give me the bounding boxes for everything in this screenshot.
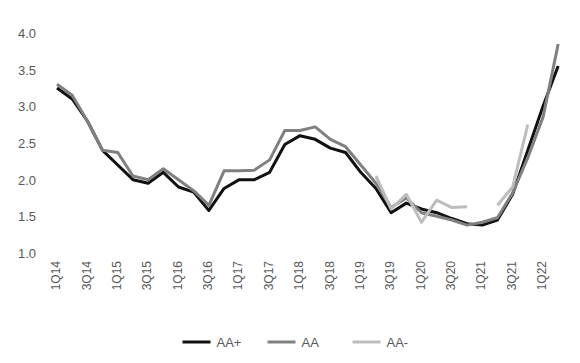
x-tick-label: 1Q16 (171, 261, 185, 291)
y-tick-label: 3.0 (18, 99, 36, 114)
legend-swatch (353, 341, 381, 344)
chart: 1.01.52.02.53.03.54.01Q143Q141Q153Q151Q1… (0, 0, 580, 363)
x-tick-label: 1Q18 (292, 261, 306, 291)
x-tick-label: 3Q14 (80, 261, 94, 291)
y-tick-label: 2.0 (18, 173, 36, 188)
x-tick-label: 1Q20 (414, 261, 428, 291)
x-tick-label: 3Q18 (323, 261, 337, 291)
x-tick-label: 1Q22 (535, 261, 549, 291)
series-line (57, 66, 558, 225)
legend: AA+ AA AA- (183, 335, 409, 350)
x-tick-label: 3Q20 (444, 261, 458, 291)
x-tick-label: 3Q15 (140, 261, 154, 291)
y-tick-label: 2.5 (18, 136, 36, 151)
legend-label: AA- (387, 335, 409, 350)
x-tick-label: 3Q21 (505, 261, 519, 291)
legend-swatch (183, 341, 211, 344)
legend-label: AA+ (217, 335, 242, 350)
legend-swatch (268, 341, 296, 344)
y-tick-label: 1.5 (18, 209, 36, 224)
y-tick-label: 3.5 (18, 63, 36, 78)
lines (57, 44, 558, 225)
x-tick-label: 1Q14 (49, 261, 63, 291)
x-tick-label: 1Q21 (474, 261, 488, 291)
x-tick-label: 3Q19 (383, 261, 397, 291)
x-tick-label: 3Q16 (201, 261, 215, 291)
x-axis: 1Q14 3Q14 1Q15 3Q15 1Q16 3Q16 1Q17 3Q17 1Q18 3Q18… (49, 261, 549, 291)
y-axis: 1.0 1.5 2.0 2.5 3.0 3.5 4.0 (18, 26, 36, 261)
y-tick-label: 4.0 (18, 26, 36, 41)
series-line (376, 125, 528, 223)
x-tick-label: 1Q17 (231, 261, 245, 291)
legend-label: AA (302, 335, 320, 350)
series-line (57, 44, 558, 225)
x-tick-label: 1Q15 (110, 261, 124, 291)
y-tick-label: 1.0 (18, 246, 36, 261)
x-tick-label: 1Q19 (353, 261, 367, 291)
x-tick-label: 3Q17 (262, 261, 276, 291)
